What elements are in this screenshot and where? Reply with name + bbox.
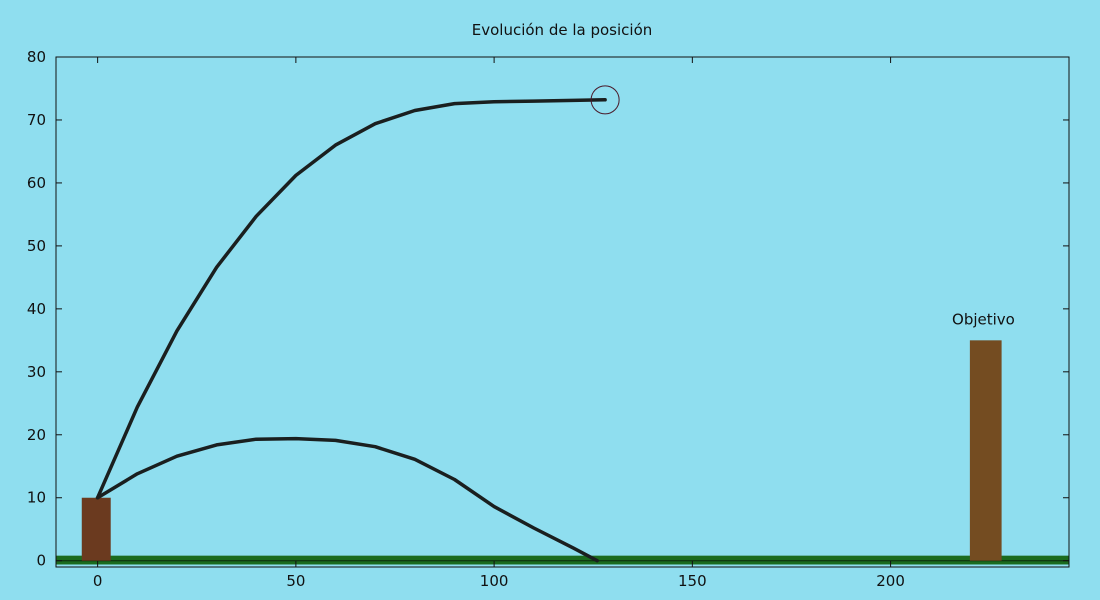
projectile-marker-group [590, 85, 620, 115]
y-tick-label: 0 [36, 552, 46, 570]
target-block [969, 340, 1002, 561]
x-tick-label: 200 [876, 572, 905, 590]
y-tick-label: 80 [27, 48, 46, 66]
axes: 0 50 100 150 200 0 10 20 30 40 50 60 70 80 [27, 48, 1069, 590]
chart-title: Evolución de la posición [472, 21, 653, 39]
y-tick-label: 70 [27, 111, 46, 129]
trajectory-line-2 [95, 436, 599, 563]
annotations: Objetivo [952, 311, 1015, 329]
x-tick-label: 0 [93, 572, 103, 590]
projectile-marker [590, 85, 620, 115]
y-tick-label: 50 [27, 237, 46, 255]
y-tick-label: 40 [27, 300, 46, 318]
annotation-label: Objetivo [952, 311, 1015, 329]
y-tick-label: 60 [27, 174, 46, 192]
plot-frame [55, 56, 1070, 568]
ground-strip [56, 555, 1069, 565]
y-tick-label: 30 [27, 363, 46, 381]
launch-platform [81, 497, 111, 561]
x-tick-label: 100 [480, 572, 509, 590]
series-lines [95, 98, 607, 563]
trajectory-line-1 [95, 98, 607, 500]
blocks [56, 340, 1069, 565]
y-tick-label: 20 [27, 426, 46, 444]
x-tick-label: 50 [286, 572, 305, 590]
x-tick-label: 150 [678, 572, 707, 590]
y-tick-label: 10 [27, 489, 46, 507]
